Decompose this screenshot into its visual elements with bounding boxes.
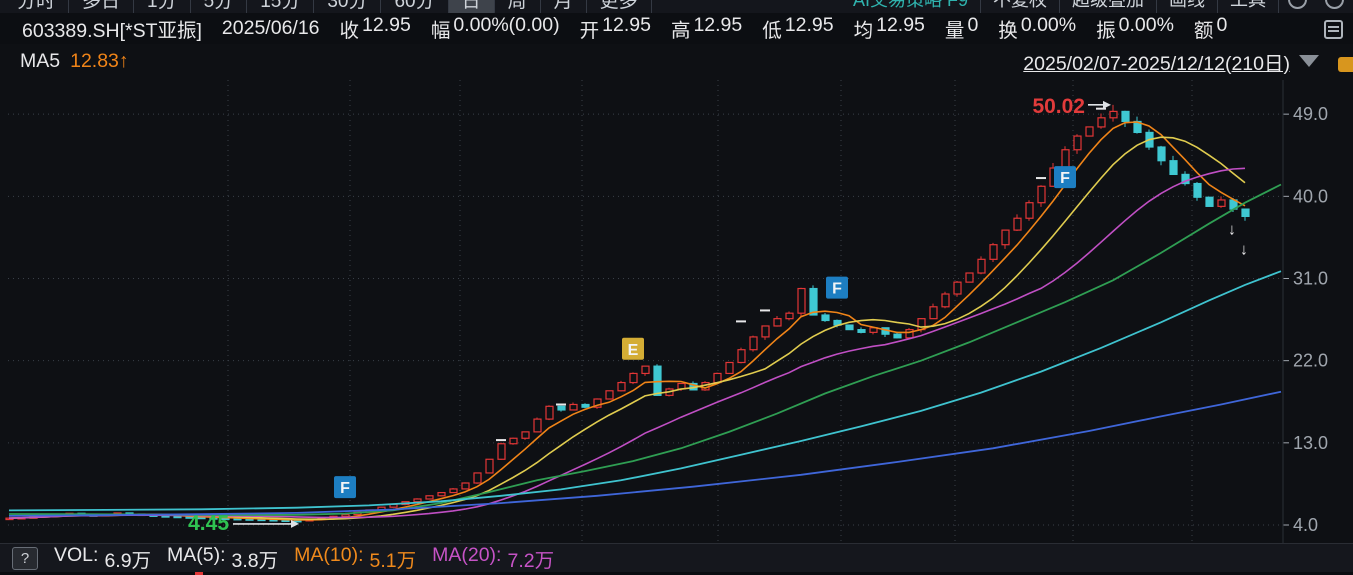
quote-date: 2025/06/16 — [221, 17, 320, 39]
svg-text:E: E — [628, 342, 639, 359]
vol-ma5-value: 3.8万 — [231, 550, 279, 572]
date-range-handle[interactable] — [1338, 57, 1353, 72]
price-chart[interactable]: 49.0 40.0 31.0 22.0 13.0 4.0 F E F F 50.02 4.45 ↓↓ — [0, 78, 1353, 543]
tab-分时[interactable]: 分时 — [4, 0, 70, 13]
chevron-down-icon[interactable] — [1299, 55, 1319, 67]
quote-field-5: 均 12.95 — [853, 14, 925, 42]
tab-60分[interactable]: 60分 — [381, 0, 449, 13]
grid-layer: 49.0 40.0 31.0 22.0 13.0 4.0 — [8, 80, 1328, 543]
svg-text:F: F — [832, 281, 842, 298]
signal-marker-layer: F E F F — [334, 166, 1076, 499]
signal-marker-F-3[interactable]: F — [1054, 166, 1076, 189]
menu-item-超级叠加[interactable]: 超级叠加 — [1060, 0, 1157, 13]
clock-icon[interactable] — [1325, 0, 1344, 9]
y-axis-label: 40.0 — [1293, 186, 1328, 206]
quote-field-2: 开 12.95 — [579, 14, 651, 42]
ma-line-MA5 — [8, 121, 1246, 521]
signal-marker-F-2[interactable]: F — [826, 276, 848, 299]
menu-item-AI交易策略 F9[interactable]: AI交易策略 F9 — [841, 0, 981, 13]
down-arrow-mark: ↓ — [1228, 221, 1236, 238]
vol-ma5-label: MA(5): — [167, 544, 226, 566]
volume-pane-edge — [0, 572, 1353, 575]
quote-field-0: 收 12.95 — [339, 14, 411, 42]
quote-field-1: 幅 0.00%(0.00) — [430, 14, 560, 42]
tab-日[interactable]: 日 — [448, 0, 495, 13]
quote-field-3: 高 12.95 — [670, 14, 743, 42]
ma-line-green — [8, 183, 1282, 516]
low-price-label: 4.45 — [188, 512, 229, 535]
ma-indicator-label[interactable]: MA5 — [20, 49, 61, 72]
y-axis-label: 4.0 — [1293, 515, 1318, 535]
vol-ma10-label: MA(10): — [294, 544, 364, 566]
signal-marker-F-0[interactable]: F — [334, 476, 356, 499]
tab-月[interactable]: 月 — [541, 0, 587, 13]
halt-dash-layer — [496, 107, 1106, 442]
vol-value: 6.9万 — [104, 550, 152, 572]
tab-15分[interactable]: 15分 — [247, 0, 315, 13]
ma-layer — [8, 121, 1282, 521]
ma-line-blue — [8, 390, 1282, 517]
vol-ma20-label: MA(20): — [432, 544, 502, 566]
quote-field-4: 低 12.95 — [762, 14, 834, 42]
vol-ma10-value: 5.1万 — [369, 550, 417, 572]
vol-ma20-value: 7.2万 — [507, 550, 555, 572]
down-arrow-mark: ↓ — [1240, 241, 1248, 258]
menu-item-画线[interactable]: 画线 — [1157, 0, 1218, 13]
y-axis-label: 22.0 — [1293, 351, 1328, 371]
menu-item-不复权[interactable]: 不复权 — [981, 0, 1060, 13]
period-tab-bar: 分时 多日 1分 5分 15分 30分 60分日周月更多 AI交易策略 F9 不复权 超级叠加画… — [0, 0, 1353, 14]
ma-indicator-value: 12.83↑ — [70, 49, 129, 72]
menu-item-工具[interactable]: 工具 — [1218, 0, 1279, 13]
detail-panel-icon[interactable] — [1324, 20, 1343, 39]
toolbar-menu: AI交易策略 F9 不复权 超级叠加 画线 工具 — [841, 0, 1279, 13]
tab-5分[interactable]: 5分 — [191, 0, 248, 13]
signal-marker-E-1[interactable]: E — [622, 337, 644, 360]
period-tabs: 分时 多日 1分 5分 15分 30分 60分日周月更多 — [4, 0, 652, 13]
quote-bar: 603389.SH[*ST亚振] 2025/06/16 收 12.95 幅 0.00%… — [0, 13, 1353, 44]
help-button[interactable]: ? — [12, 547, 38, 570]
annotation-layer: 50.02 4.45 ↓↓ — [188, 95, 1248, 535]
tab-更多[interactable]: 更多 — [587, 0, 652, 13]
tab-多日[interactable]: 多日 — [69, 0, 135, 13]
y-axis-label: 31.0 — [1293, 268, 1328, 288]
headset-icon[interactable] — [1288, 0, 1307, 9]
volume-bar — [195, 572, 203, 575]
svg-text:F: F — [340, 480, 350, 497]
indicator-row: MA5 12.83↑ 2025/02/07-2025/12/12(210日) — [0, 44, 1353, 78]
date-range-link[interactable]: 2025/02/07-2025/12/12(210日) — [1023, 52, 1290, 75]
svg-text:F: F — [1060, 170, 1070, 187]
quote-field-7: 换 0.00% — [998, 14, 1077, 42]
vol-label: VOL: — [54, 544, 99, 566]
tab-30分[interactable]: 30分 — [314, 0, 382, 13]
ma-line-cyan — [8, 270, 1282, 512]
y-axis-label: 49.0 — [1293, 104, 1328, 124]
y-axis-label: 13.0 — [1293, 433, 1328, 453]
tab-1分[interactable]: 1分 — [134, 0, 191, 13]
quote-field-8: 振 0.00% — [1096, 14, 1174, 42]
high-price-label: 50.02 — [1032, 95, 1085, 118]
stock-symbol[interactable]: 603389.SH[*ST亚振] — [22, 20, 202, 42]
volume-legend-bar: ? VOL: 6.9万 MA(5): 3.8万 MA(10): 5.1万 MA(… — [0, 543, 1353, 573]
tab-周[interactable]: 周 — [495, 0, 541, 13]
quote-fields: 收 12.95 幅 0.00%(0.00) 开 12.95 高 12.95 低 12.95 均 12.… — [340, 14, 1228, 43]
